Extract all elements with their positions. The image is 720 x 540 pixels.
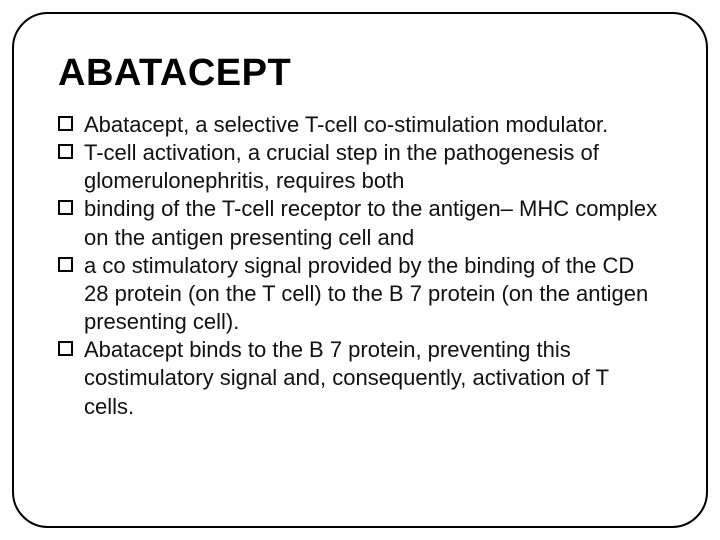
list-item-text: binding of the T-cell receptor to the an…: [84, 196, 657, 249]
slide: ABATACEPT Abatacept, a selective T-cell …: [0, 0, 720, 540]
slide-frame: ABATACEPT Abatacept, a selective T-cell …: [12, 12, 708, 528]
square-bullet-icon: [58, 341, 73, 356]
list-item-text: Abatacept binds to the B 7 protein, prev…: [84, 337, 609, 418]
list-item-text: a co stimulatory signal provided by the …: [84, 253, 648, 334]
list-item: Abatacept binds to the B 7 protein, prev…: [58, 336, 662, 420]
list-item: a co stimulatory signal provided by the …: [58, 252, 662, 336]
square-bullet-icon: [58, 144, 73, 159]
list-item: T-cell activation, a crucial step in the…: [58, 139, 662, 195]
square-bullet-icon: [58, 116, 73, 131]
list-item-text: T-cell activation, a crucial step in the…: [84, 140, 599, 193]
square-bullet-icon: [58, 257, 73, 272]
square-bullet-icon: [58, 200, 73, 215]
list-item: binding of the T-cell receptor to the an…: [58, 195, 662, 251]
list-item-text: Abatacept, a selective T-cell co-stimula…: [84, 112, 608, 137]
list-item: Abatacept, a selective T-cell co-stimula…: [58, 111, 662, 139]
slide-title: ABATACEPT: [58, 52, 662, 95]
bullet-list: Abatacept, a selective T-cell co-stimula…: [58, 111, 662, 421]
